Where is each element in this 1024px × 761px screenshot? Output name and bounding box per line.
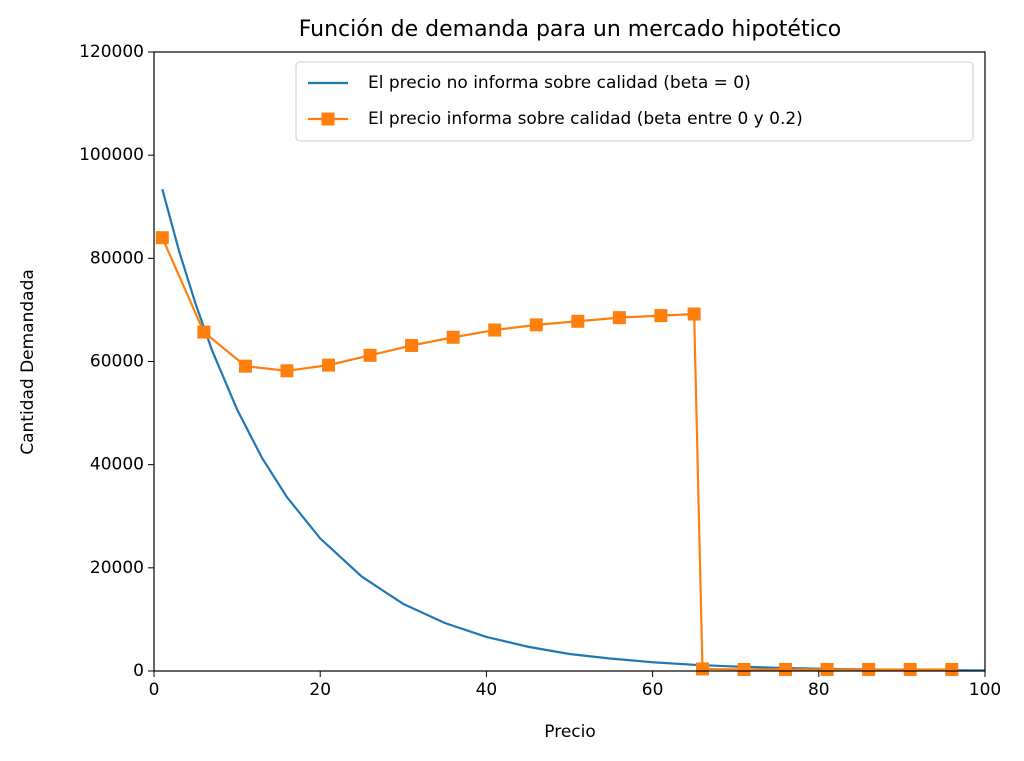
plot-frame <box>153 51 986 672</box>
y-tick-label: 40000 <box>90 455 144 475</box>
marker <box>197 325 211 339</box>
marker <box>529 318 543 332</box>
y-tick-label: 0 <box>133 661 144 681</box>
marker <box>612 311 626 325</box>
marker <box>155 231 169 245</box>
x-tick-label: 40 <box>476 680 498 700</box>
legend-label: El precio informa sobre calidad (beta en… <box>368 109 803 129</box>
marker <box>405 339 419 353</box>
marker <box>737 662 751 676</box>
legend-box <box>295 61 974 142</box>
marker <box>654 309 668 323</box>
marker <box>488 323 502 337</box>
legend-label: El precio no informa sobre calidad (beta… <box>368 73 751 93</box>
marker <box>779 662 793 676</box>
marker <box>862 662 876 676</box>
marker <box>571 314 585 328</box>
marker <box>363 348 377 362</box>
marker <box>903 662 917 676</box>
x-axis-label: Precio <box>544 722 596 742</box>
y-tick-label: 60000 <box>90 352 144 372</box>
marker <box>687 307 701 321</box>
marker <box>322 358 336 372</box>
marker <box>446 330 460 344</box>
legend-marker <box>321 112 335 126</box>
marker <box>820 662 834 676</box>
y-tick-label: 20000 <box>90 558 144 578</box>
y-tick-label: 100000 <box>79 145 144 165</box>
y-axis-label: Cantidad Demandada <box>18 269 38 455</box>
y-tick-label: 80000 <box>90 248 144 268</box>
marker <box>945 662 959 676</box>
marker <box>280 364 294 378</box>
x-tick-label: 60 <box>642 680 664 700</box>
y-tick-label: 120000 <box>79 42 144 62</box>
x-tick-label: 20 <box>309 680 331 700</box>
x-tick-label: 100 <box>969 680 1001 700</box>
marker <box>238 359 252 373</box>
chart-title: Función de demanda para un mercado hipot… <box>299 17 842 42</box>
series-line <box>161 188 985 671</box>
series-line <box>161 237 952 671</box>
x-tick-label: 80 <box>808 680 830 700</box>
marker <box>695 662 709 676</box>
x-tick-label: 0 <box>149 680 160 700</box>
